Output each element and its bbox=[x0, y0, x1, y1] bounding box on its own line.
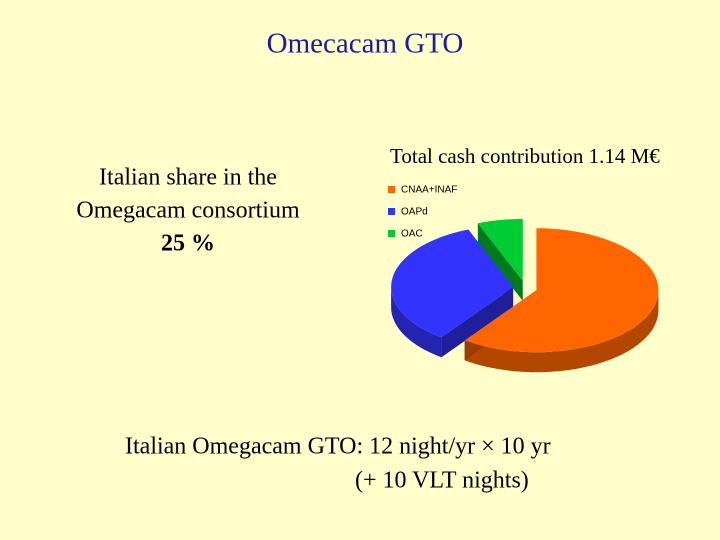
pie-slice-side bbox=[477, 223, 523, 301]
footer-text: Italian Omegacam GTO: 12 night/yr × 10 y… bbox=[125, 434, 551, 460]
left-text: Omegacam consortium bbox=[76, 198, 300, 224]
slide-title: Omecacam GTO bbox=[267, 28, 464, 60]
pie-slice bbox=[477, 218, 523, 281]
legend-label: OAC bbox=[401, 229, 423, 240]
pie-slice bbox=[464, 228, 659, 353]
legend-swatch bbox=[388, 208, 395, 215]
legend-swatch bbox=[388, 230, 395, 237]
footer-text: (+ 10 VLT nights) bbox=[355, 468, 529, 494]
legend-swatch bbox=[388, 186, 395, 193]
legend-label: CNAA+INAF bbox=[401, 185, 457, 196]
chart-title: Total cash contribution 1.14 M€ bbox=[390, 144, 660, 168]
left-text: Italian share in the bbox=[99, 165, 277, 191]
legend: CNAA+INAF OAPd OAC bbox=[388, 185, 457, 240]
pie-slice-side bbox=[464, 290, 659, 373]
pie-slice bbox=[391, 229, 514, 338]
pie-slice-side bbox=[441, 287, 514, 358]
legend-label: OAPd bbox=[401, 207, 428, 218]
pie-slice-side bbox=[391, 287, 442, 358]
left-text: 25 % bbox=[161, 231, 215, 257]
pie bbox=[391, 218, 659, 373]
